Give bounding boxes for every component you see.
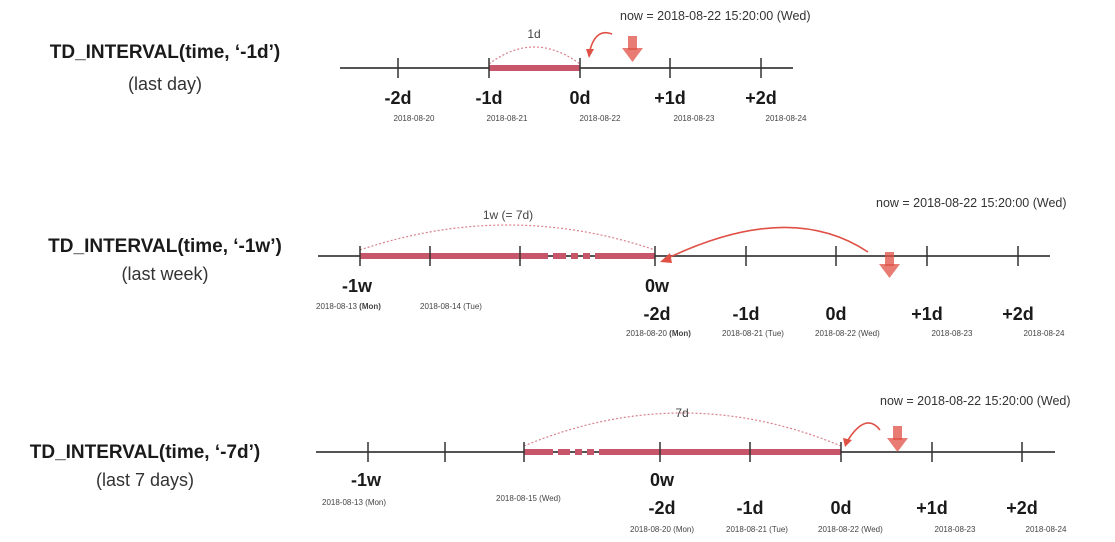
date-label: 2018-08-14 (Tue) (420, 302, 482, 311)
tick-label: +1d (911, 304, 943, 324)
now-label: now = 2018-08-22 15:20:00 (Wed) (620, 9, 811, 23)
function-label: TD_INTERVAL(time, ‘-1w’) (48, 236, 282, 257)
date-label: 2018-08-15 (Wed) (496, 494, 561, 503)
tick-marks (397, 58, 762, 78)
tick-label: -1d (733, 304, 760, 324)
tick-label: -1d (476, 88, 503, 108)
arrow-head-icon (843, 438, 852, 447)
curved-arrow (667, 226, 869, 259)
date-label: 2018-08-21 (487, 114, 528, 123)
tick-label: -1w (342, 276, 373, 296)
date-label: 2018-08-20 (Mon) (630, 525, 694, 534)
tick-label: 0d (569, 88, 590, 108)
function-label: TD_INTERVAL(time, ‘-1d’) (50, 42, 280, 63)
date-label: 2018-08-22 (Wed) (818, 525, 883, 534)
arrow-head-icon (586, 49, 594, 58)
date-label: 2018-08-23 (935, 525, 976, 534)
caption-label: (last week) (121, 264, 208, 284)
date-label: 2018-08-21 (Tue) (722, 329, 784, 338)
panel-last-day: TD_INTERVAL(time, ‘-1d’) (last day) 1d -… (50, 9, 811, 123)
date-label: 2018-08-22 (Wed) (815, 329, 880, 338)
tick-label: -2d (644, 304, 671, 324)
tick-label: -2d (385, 88, 412, 108)
span-arc (523, 412, 842, 447)
span-label: 1d (527, 27, 540, 41)
now-label: now = 2018-08-22 15:20:00 (Wed) (880, 394, 1071, 408)
date-label: 2018-08-22 (580, 114, 621, 123)
tick-label: +1d (916, 498, 948, 518)
span-label: 7d (675, 406, 688, 420)
span-arc (359, 224, 656, 251)
tick-label: -2d (649, 498, 676, 518)
caption-label: (last 7 days) (96, 470, 194, 490)
date-label: 2018-08-13 (Mon) (322, 498, 386, 507)
now-down-arrow-icon (879, 252, 900, 278)
date-label: 2018-08-21 (Tue) (726, 525, 788, 534)
date-label: 2018-08-23 (674, 114, 715, 123)
span-arc (488, 46, 581, 65)
tick-label: 0d (825, 304, 846, 324)
tick-label: -1d (737, 498, 764, 518)
tick-label: 0d (830, 498, 851, 518)
caption-label: (last day) (128, 74, 202, 94)
tick-label: +2d (1006, 498, 1038, 518)
curved-arrow (589, 31, 613, 51)
curved-arrow (847, 422, 881, 441)
date-label: 2018-08-20 (394, 114, 435, 123)
date-label: 2018-08-24 (1026, 525, 1067, 534)
tick-label: 0w (645, 276, 670, 296)
tick-label: 0w (650, 470, 675, 490)
tick-label: -1w (351, 470, 382, 490)
now-down-arrow-icon (622, 36, 643, 62)
tick-label: +2d (745, 88, 777, 108)
tick-marks (359, 246, 1019, 266)
span-label: 1w (= 7d) (483, 208, 533, 222)
date-label: 2018-08-24 (766, 114, 807, 123)
tick-label: +2d (1002, 304, 1034, 324)
tick-marks (367, 442, 1023, 462)
date-label: 2018-08-23 (932, 329, 973, 338)
function-label: TD_INTERVAL(time, ‘-7d’) (30, 442, 260, 463)
arrow-head-icon (660, 253, 672, 263)
panel-last-week: TD_INTERVAL(time, ‘-1w’) (last week) 1w … (48, 196, 1066, 338)
tick-label: +1d (654, 88, 686, 108)
date-label: 2018-08-13 (Mon) (316, 302, 381, 311)
now-label: now = 2018-08-22 15:20:00 (Wed) (876, 196, 1067, 210)
now-down-arrow-icon (887, 426, 908, 452)
date-label: 2018-08-20 (Mon) (626, 329, 691, 338)
panel-last-7-days: TD_INTERVAL(time, ‘-7d’) (last 7 days) 7… (30, 394, 1071, 534)
date-label: 2018-08-24 (1024, 329, 1065, 338)
